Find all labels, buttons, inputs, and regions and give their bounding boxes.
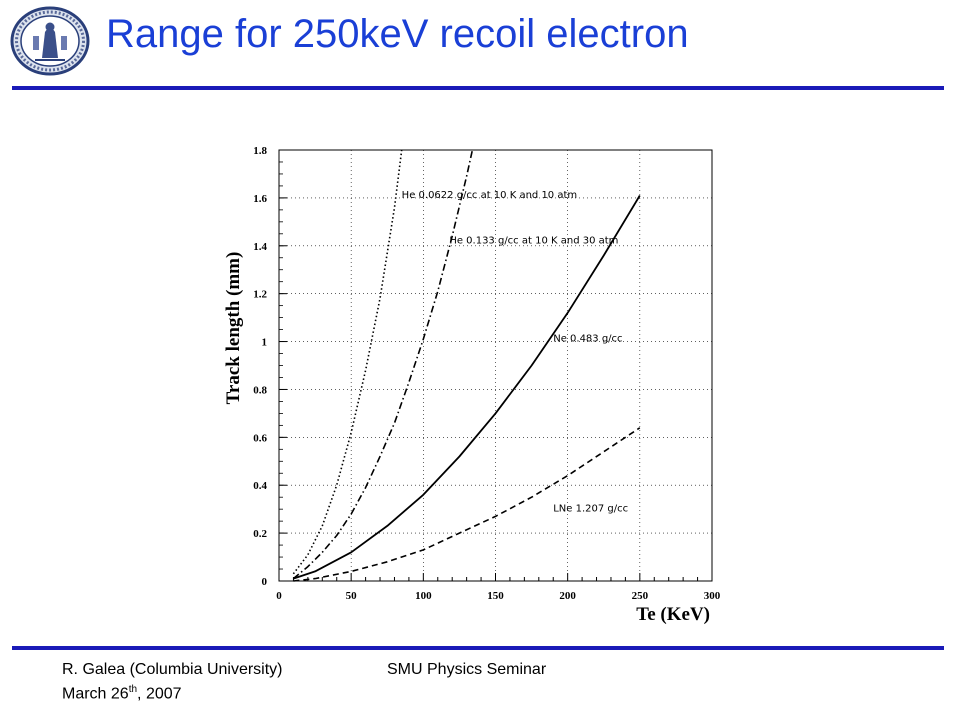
series-line-1: [293, 150, 472, 579]
chart-ticks: 0 50 100 150 200 250 300 0 0.2 0.4 0.6 0.8 1 1.2 1.4 1.…: [253, 145, 721, 602]
footer-author: R. Galea (Columbia University): [62, 661, 283, 679]
footer-event: SMU Physics Seminar: [387, 661, 546, 679]
header-rule: [12, 86, 944, 90]
series-annotation-2: Ne 0.483 g/cc: [553, 334, 622, 345]
y-tick-label: 0.2: [253, 528, 267, 540]
y-tick-label: 0.4: [253, 480, 267, 492]
series-line-0: [293, 150, 401, 574]
chart-curves: [293, 150, 639, 581]
y-tick-label: 0.8: [253, 384, 267, 396]
y-tick-label: 1.2: [253, 289, 267, 301]
footer-rule: [12, 646, 944, 650]
series-line-2: [293, 196, 639, 579]
slide-title: Range for 250keV recoil electron: [106, 12, 689, 57]
series-annotation-1: He 0.133 g/cc at 10 K and 30 atm: [449, 235, 618, 246]
y-tick-label: 1.4: [253, 241, 267, 253]
y-tick-label: 0.6: [253, 432, 267, 444]
x-tick-label: 250: [632, 590, 649, 602]
x-axis-label: Te (KeV): [636, 604, 710, 625]
chart-annotations: He 0.0622 g/cc at 10 K and 10 atm He 0.13…: [402, 190, 628, 515]
range-chart: 0 50 100 150 200 250 300 0 0.2 0.4 0.6 0.8 1 1.2 1.4 1.…: [212, 136, 732, 636]
y-tick-label: 1: [262, 337, 268, 349]
columbia-university-seal-icon: [9, 6, 91, 76]
x-tick-label: 200: [559, 590, 576, 602]
x-tick-label: 0: [276, 590, 282, 602]
series-annotation-3: LNe 1.207 g/cc: [553, 504, 628, 515]
footer-date: March 26th, 2007: [62, 684, 182, 703]
y-tick-label: 1.6: [253, 193, 267, 205]
x-tick-label: 100: [415, 590, 432, 602]
x-tick-label: 50: [346, 590, 358, 602]
x-tick-label: 300: [704, 590, 721, 602]
series-annotation-0: He 0.0622 g/cc at 10 K and 10 atm: [402, 190, 577, 201]
y-tick-label: 0: [262, 576, 268, 588]
y-axis-label: Track length (mm): [223, 252, 244, 405]
x-tick-label: 150: [487, 590, 504, 602]
y-tick-label: 1.8: [253, 145, 267, 157]
